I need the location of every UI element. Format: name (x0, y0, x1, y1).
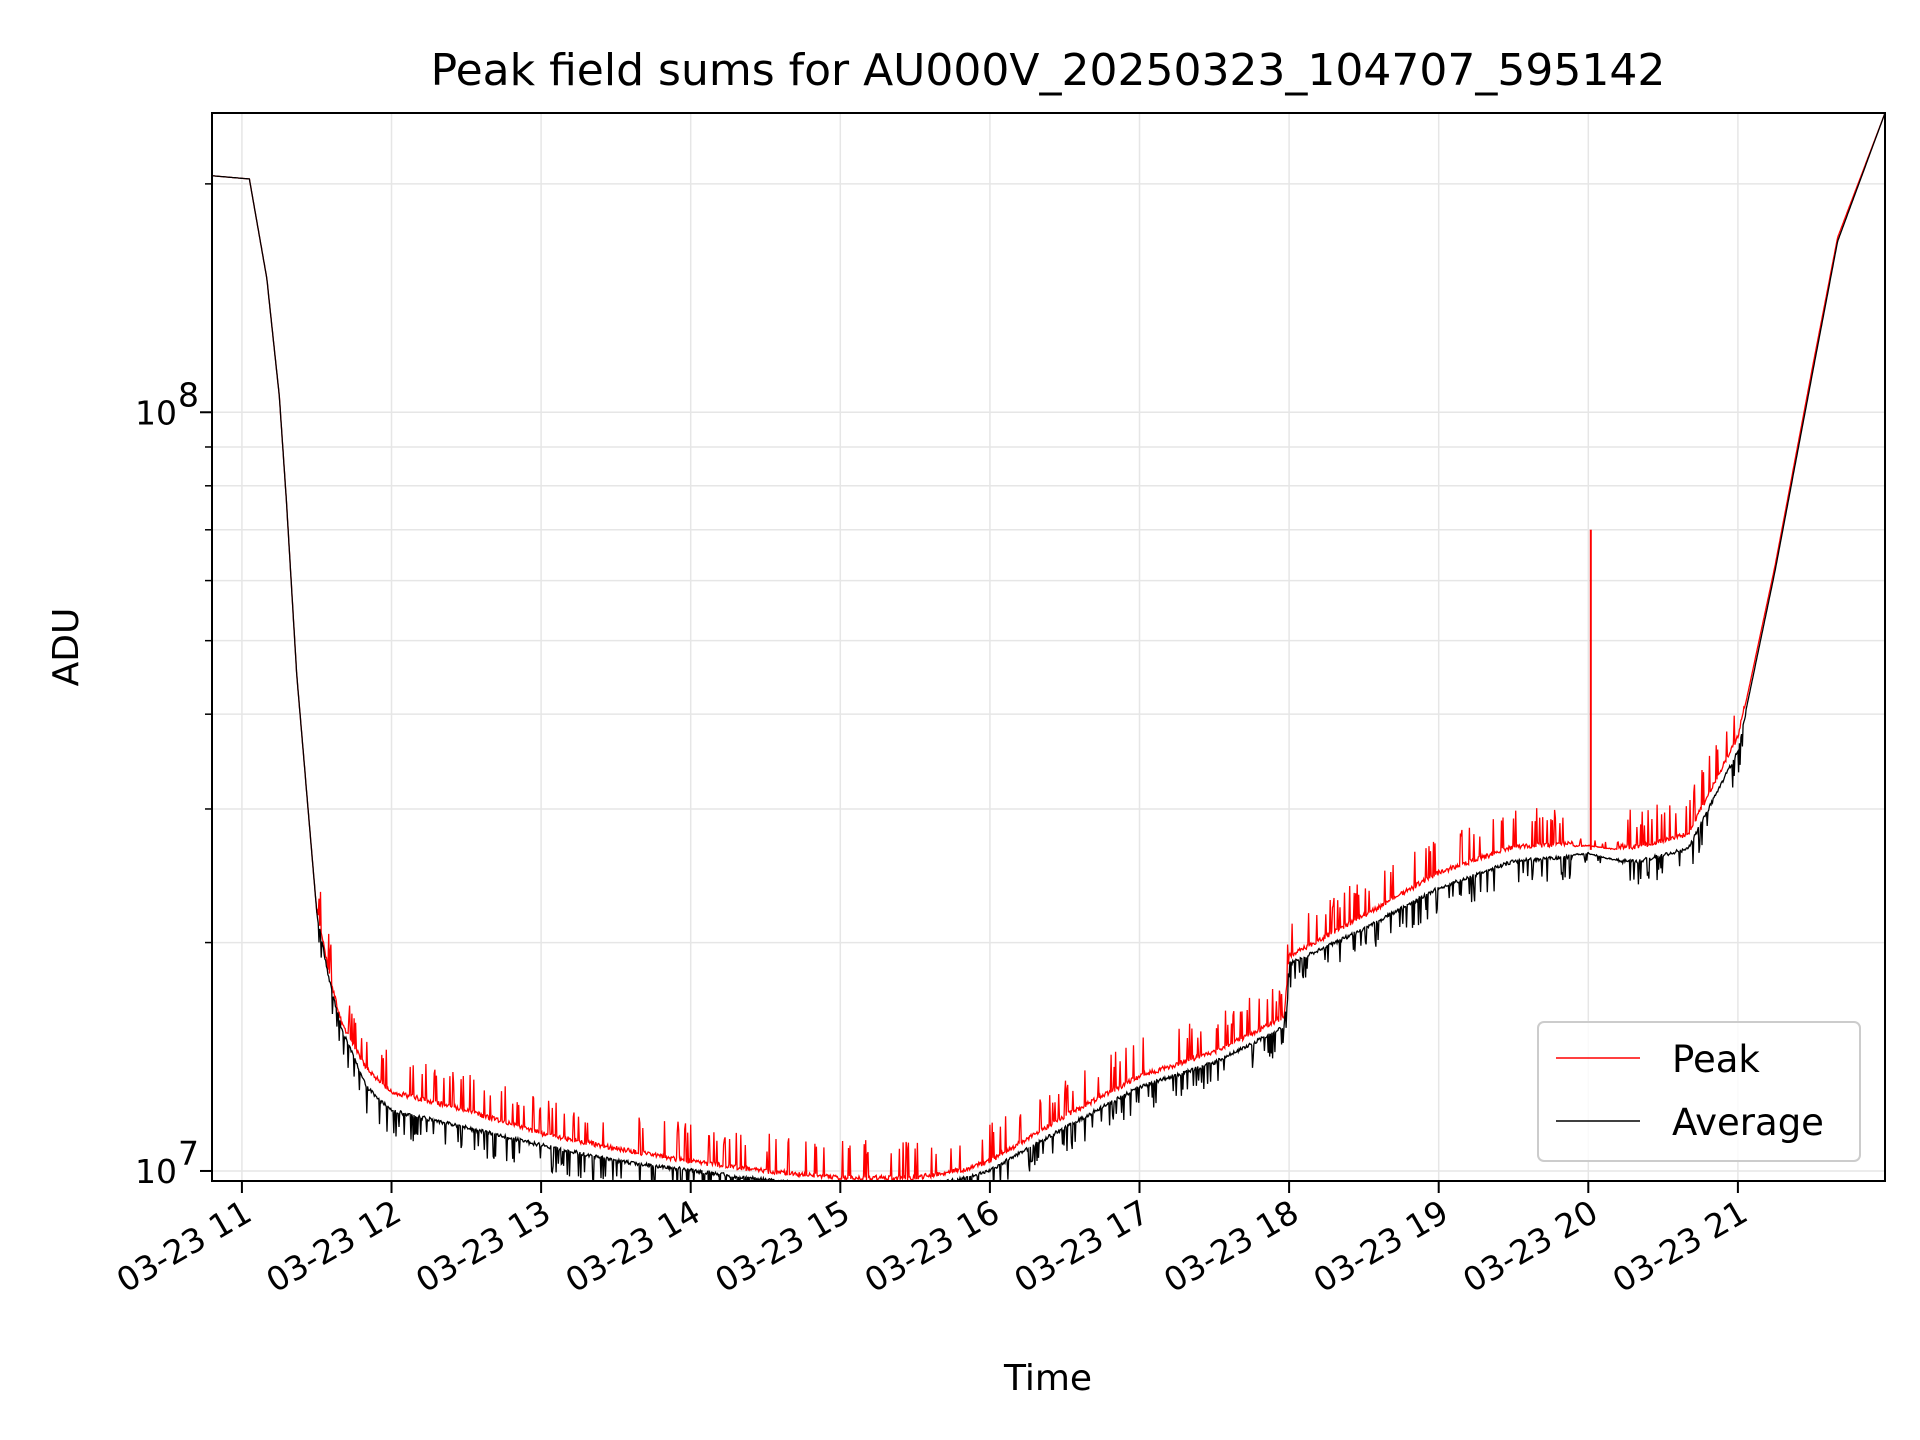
x-axis-label: Time (1003, 1358, 1092, 1399)
legend-box (1537, 1021, 1861, 1162)
y-tick-label: 10 (135, 393, 177, 432)
legend-label-peak: Peak (1672, 1038, 1760, 1081)
y-tick-exponent: 8 (178, 375, 199, 414)
y-tick-label: 10 (135, 1152, 177, 1191)
grid-lines (212, 113, 1885, 1181)
plot-series (212, 114, 1885, 1181)
plot-frame (211, 112, 1886, 1182)
y-tick-exponent: 7 (178, 1134, 199, 1173)
y-axis-label: ADU (46, 608, 87, 687)
series-line-average (212, 114, 1885, 1181)
series-line-peak (212, 114, 1885, 1181)
chart-title: Peak field sums for AU000V_20250323_1047… (431, 45, 1666, 96)
legend: Peak Average (1537, 1021, 1861, 1162)
legend-label-average: Average (1672, 1101, 1824, 1144)
